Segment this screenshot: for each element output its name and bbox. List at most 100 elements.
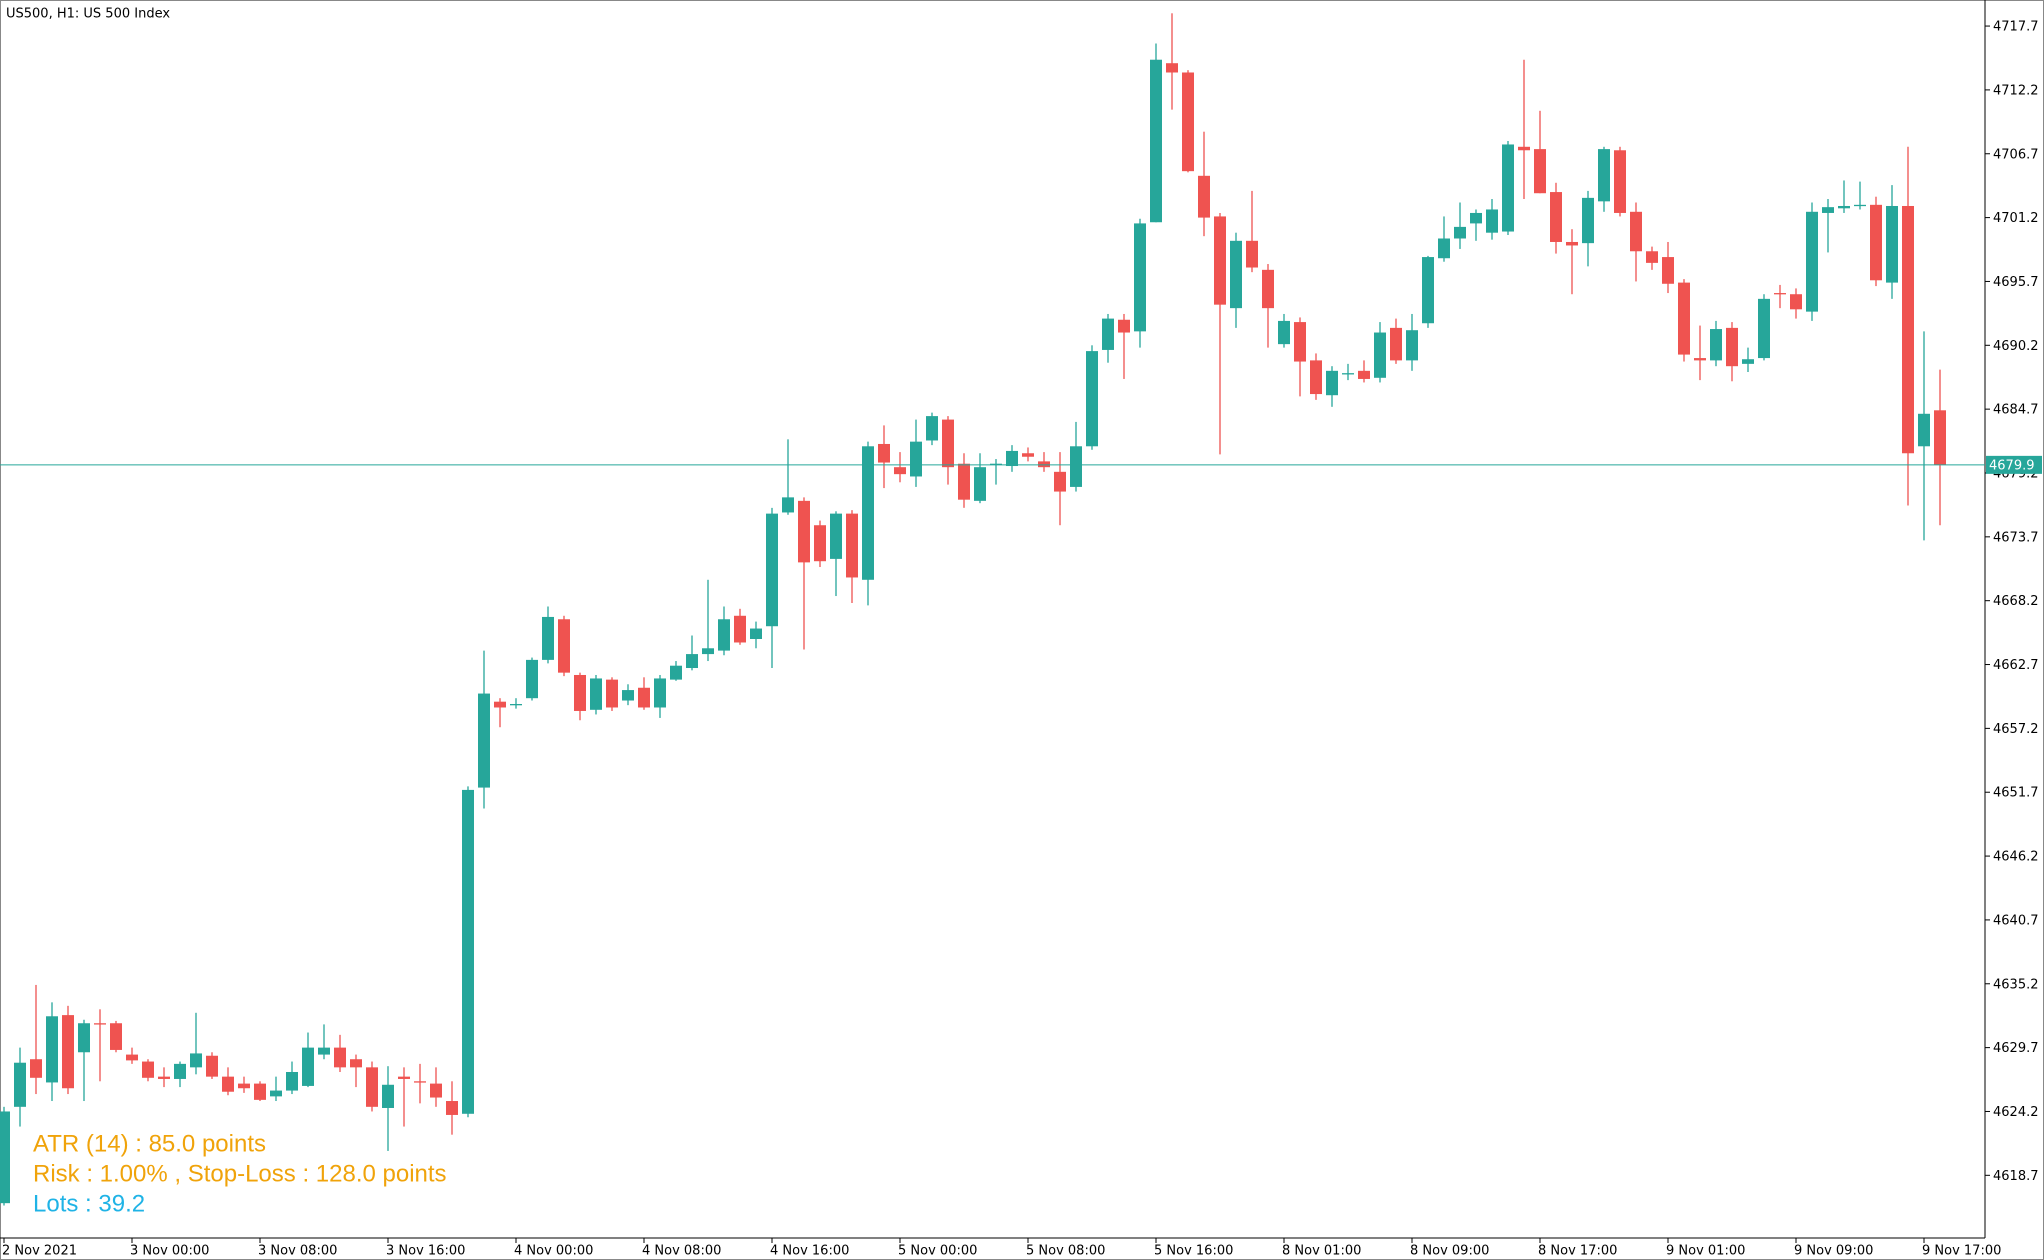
candle-body — [1534, 149, 1546, 194]
candle-body — [606, 679, 618, 708]
candle-body — [1486, 209, 1498, 233]
x-tick-label: 8 Nov 01:00 — [1282, 1244, 1361, 1259]
candle-body — [1294, 322, 1306, 362]
candle-body — [1774, 293, 1786, 295]
candle-body — [30, 1059, 42, 1078]
candle-body — [1854, 204, 1866, 207]
candle-body — [1006, 450, 1018, 467]
candle-body — [1630, 211, 1642, 252]
y-tick-label: 4635.2 — [1993, 977, 2039, 992]
candle-body — [222, 1076, 234, 1092]
x-tick-label: 9 Nov 09:00 — [1794, 1244, 1873, 1259]
candle-body — [782, 497, 794, 513]
indicator-text: Lots : 39.2 — [33, 1190, 145, 1217]
y-tick-label: 4662.7 — [1993, 658, 2039, 673]
candle-body — [974, 467, 986, 501]
candle-body — [1646, 251, 1658, 263]
candle-body — [94, 1023, 106, 1025]
candle-body — [1358, 370, 1370, 379]
x-tick-label: 3 Nov 00:00 — [130, 1244, 209, 1259]
candle-body — [574, 674, 586, 711]
x-tick-label: 4 Nov 00:00 — [514, 1244, 593, 1259]
candle-body — [766, 513, 778, 627]
last-price-label: 4679.9 — [1989, 458, 2035, 473]
x-tick-label: 8 Nov 17:00 — [1538, 1244, 1617, 1259]
candle-body — [270, 1090, 282, 1097]
x-tick-label: 2 Nov 2021 — [2, 1244, 77, 1259]
x-tick-label: 4 Nov 08:00 — [642, 1244, 721, 1259]
y-tick-label: 4651.7 — [1993, 786, 2039, 801]
candle-body — [1918, 413, 1930, 447]
candle-body — [1102, 318, 1114, 350]
candle-body — [1038, 461, 1050, 468]
candle-body — [894, 467, 906, 475]
candle-body — [1694, 358, 1706, 361]
candle-body — [430, 1083, 442, 1098]
chart-title: US500, H1: US 500 Index — [6, 7, 170, 22]
candle-body — [750, 628, 762, 639]
candle-body — [1806, 211, 1818, 312]
candle-body — [494, 701, 506, 708]
candle-body — [1086, 351, 1098, 447]
candle-body — [62, 1015, 74, 1089]
candle-body — [1022, 453, 1034, 457]
candle-body — [334, 1047, 346, 1068]
x-tick-label: 8 Nov 09:00 — [1410, 1244, 1489, 1259]
y-tick-label: 4684.7 — [1993, 403, 2039, 418]
candle-body — [1406, 330, 1418, 361]
candle-body — [382, 1084, 394, 1108]
candle-body — [1438, 238, 1450, 259]
candle-body — [1166, 63, 1178, 73]
candle-body — [990, 463, 1002, 466]
candle-body — [350, 1059, 362, 1068]
candle-body — [542, 616, 554, 660]
x-tick-label: 5 Nov 08:00 — [1026, 1244, 1105, 1259]
candle-body — [942, 419, 954, 468]
candle-body — [798, 500, 810, 563]
y-tick-label: 4618.7 — [1993, 1169, 2039, 1184]
y-tick-label: 4640.7 — [1993, 913, 2039, 928]
candle-body — [414, 1081, 426, 1083]
candle-body — [1198, 175, 1210, 218]
candle-body — [926, 416, 938, 441]
x-tick-label: 5 Nov 00:00 — [898, 1244, 977, 1259]
candle-body — [462, 789, 474, 1114]
candle-body — [1870, 204, 1882, 281]
candle-body — [1518, 146, 1530, 151]
candle-body — [478, 693, 490, 788]
candle-body — [1470, 212, 1482, 224]
candle-body — [1278, 320, 1290, 345]
y-tick-label: 4673.7 — [1993, 530, 2039, 545]
candle-body — [1310, 360, 1322, 395]
candle-body — [1326, 370, 1338, 396]
candle-body — [1454, 226, 1466, 239]
candle-body — [366, 1067, 378, 1107]
candle-body — [446, 1101, 458, 1115]
candle-body — [1374, 332, 1386, 378]
candle-body — [46, 1016, 58, 1083]
candle-body — [1726, 327, 1738, 367]
candle-body — [654, 678, 666, 708]
candle-body — [1230, 240, 1242, 309]
last-price-box — [1986, 455, 2042, 474]
candle-body — [830, 513, 842, 559]
candle-body — [862, 446, 874, 580]
candle-body — [1790, 294, 1802, 310]
candle-body — [622, 690, 634, 701]
candle-body — [1150, 59, 1162, 223]
candle-body — [302, 1047, 314, 1086]
candle-body — [1758, 298, 1770, 359]
candle-body — [1934, 410, 1946, 465]
candle-body — [1182, 72, 1194, 172]
candle-body — [174, 1063, 186, 1079]
candle-body — [1710, 329, 1722, 361]
candle-body — [814, 525, 826, 562]
candle-body — [1902, 205, 1914, 454]
y-tick-label: 4701.2 — [1993, 211, 2039, 226]
y-tick-label: 4690.2 — [1993, 339, 2039, 354]
candle-body — [238, 1083, 250, 1089]
candle-body — [398, 1076, 410, 1079]
candle-body — [254, 1083, 266, 1100]
y-tick-label: 4668.2 — [1993, 594, 2039, 609]
